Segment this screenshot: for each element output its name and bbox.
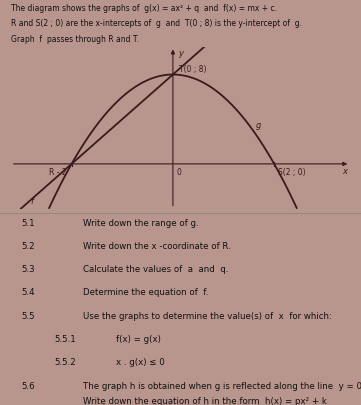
Text: S(2 ; 0): S(2 ; 0) — [278, 168, 306, 177]
Text: 5.4: 5.4 — [22, 288, 35, 297]
Text: 5.3: 5.3 — [22, 265, 35, 274]
Text: 5.5: 5.5 — [22, 312, 35, 321]
Text: Graph  f  passes through R and T.: Graph f passes through R and T. — [11, 34, 139, 44]
Text: 5.2: 5.2 — [22, 242, 35, 251]
Text: y: y — [178, 49, 183, 58]
Text: Write down the range of g.: Write down the range of g. — [83, 219, 199, 228]
Text: Determine the equation of  f.: Determine the equation of f. — [83, 288, 208, 297]
Text: The diagram shows the graphs of  g(x) = ax² + q  and  f(x) = mx + c.: The diagram shows the graphs of g(x) = a… — [11, 4, 277, 13]
Text: Write down the x -coordinate of R.: Write down the x -coordinate of R. — [83, 242, 231, 251]
Text: 0: 0 — [177, 168, 182, 177]
Text: 5.6: 5.6 — [22, 382, 35, 390]
Text: Use the graphs to determine the value(s) of  x  for which:: Use the graphs to determine the value(s)… — [83, 312, 332, 321]
Text: f: f — [31, 197, 34, 206]
Text: f(x) = g(x): f(x) = g(x) — [116, 335, 160, 344]
Text: The graph h is obtained when g is reflected along the line  y = 0.: The graph h is obtained when g is reflec… — [83, 382, 361, 390]
Text: T(0 ; 8): T(0 ; 8) — [179, 65, 206, 74]
Text: R and S(2 ; 0) are the x-intercepts of  g  and  T(0 ; 8) is the y-intercept of  : R and S(2 ; 0) are the x-intercepts of g… — [11, 19, 302, 28]
Text: R - 2: R - 2 — [49, 168, 66, 177]
Text: g: g — [256, 122, 261, 130]
Text: x: x — [343, 167, 348, 176]
Text: Write down the equation of h in the form  h(x) = px² + k: Write down the equation of h in the form… — [83, 397, 327, 405]
Text: 5.1: 5.1 — [22, 219, 35, 228]
Text: 5.5.1: 5.5.1 — [54, 335, 76, 344]
Text: Calculate the values of  a  and  q.: Calculate the values of a and q. — [83, 265, 229, 274]
Text: 5.5.2: 5.5.2 — [54, 358, 76, 367]
Text: x . g(x) ≤ 0: x . g(x) ≤ 0 — [116, 358, 164, 367]
